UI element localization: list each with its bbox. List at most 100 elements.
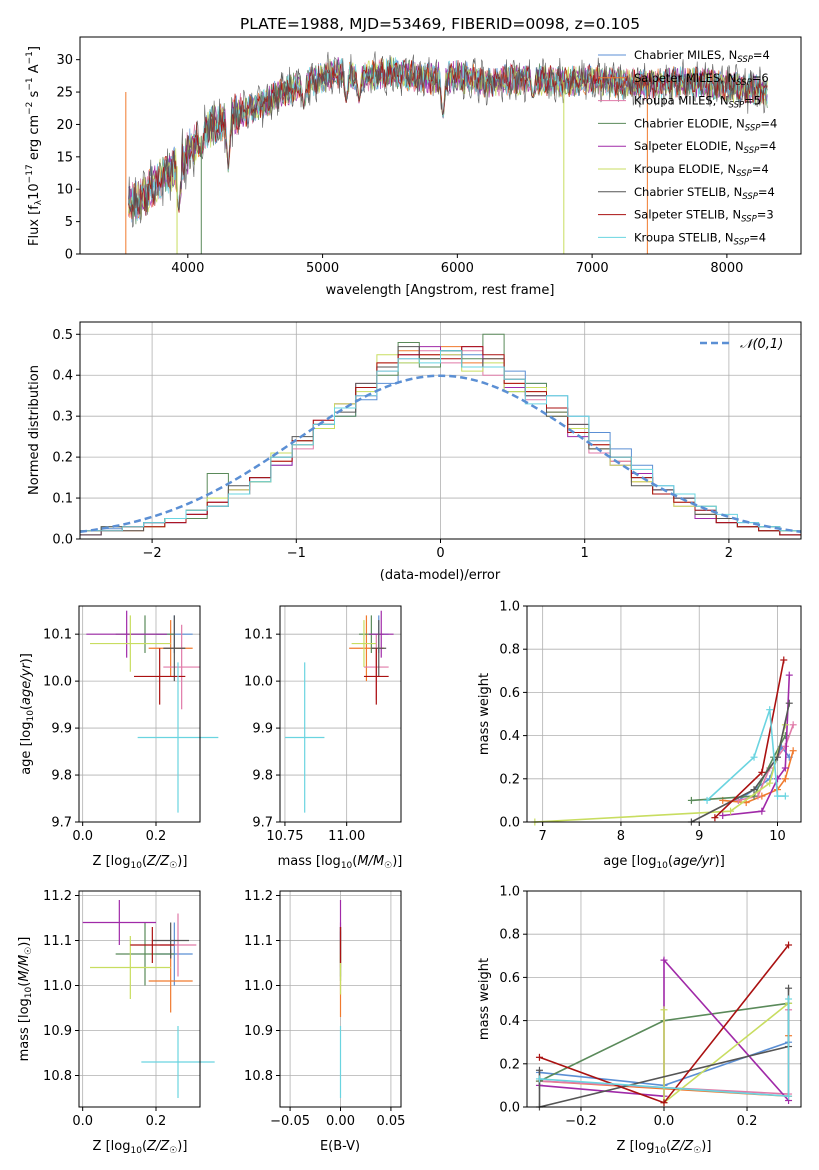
x-tick-label: 0.2 <box>737 1114 758 1129</box>
y-tick-label: 10.1 <box>244 628 273 643</box>
y-tick-label: 20 <box>56 118 73 133</box>
y-tick-label: 0.3 <box>52 410 73 425</box>
legend-label: Salpeter MILES, NSSP=6 <box>634 71 769 88</box>
y-tick-label: 0.8 <box>499 643 520 658</box>
y-tick-label: 10 <box>56 183 73 198</box>
x-tick-label: −1 <box>287 546 306 561</box>
y-tick-label: 0.4 <box>52 369 73 384</box>
age-vs-mass-panel: 10.75 11.00 9.7 9.8 9.9 10.0 10.1 mass [log10(… <box>244 605 403 871</box>
x-tick-label: 0 <box>436 546 444 561</box>
y-tick-label: 0.2 <box>499 772 520 787</box>
y-tick-label: 10.8 <box>43 1069 72 1084</box>
residual-histogram-panel: −2 −1 0 1 2 0.0 0.1 0.2 0.3 0.4 0.5 𝒩(0,1) (data-m… <box>27 321 802 583</box>
y-tick-label: 9.7 <box>252 816 273 831</box>
histogram-xlabel: (data-model)/error <box>380 568 501 583</box>
y-tick-label: 10.0 <box>244 675 273 690</box>
y-tick-label: 0.0 <box>52 533 73 548</box>
y-tick-label: 11.1 <box>43 934 72 949</box>
spectrum-line <box>128 57 768 221</box>
age-vs-z-xlabel: Z [log10(Z/Z☉)] <box>93 854 188 871</box>
x-tick-label: −0.05 <box>270 1114 310 1129</box>
y-tick-label: 1.0 <box>499 600 520 615</box>
age-vs-mass-xlabel: mass [log10(M/M☉)] <box>278 854 403 871</box>
y-tick-label: 0.0 <box>499 1101 520 1116</box>
y-tick-label: 11.1 <box>244 934 273 949</box>
spectrum-line <box>128 59 768 220</box>
legend-label: Kroupa STELIB, NSSP=4 <box>634 230 766 247</box>
x-tick-label: 5000 <box>306 261 339 276</box>
x-tick-label: 0.0 <box>72 1114 93 1129</box>
y-tick-label: 11.2 <box>43 889 72 904</box>
y-tick-label: 10.9 <box>43 1024 72 1039</box>
normal-curve <box>79 374 802 534</box>
y-tick-label: 10.0 <box>43 675 72 690</box>
y-tick-label: 0.4 <box>499 1014 520 1029</box>
spectrum-xlabel: wavelength [Angstrom, rest frame] <box>326 283 555 298</box>
y-tick-label: 0.0 <box>499 816 520 831</box>
legend-label: Salpeter STELIB, NSSP=3 <box>634 208 774 225</box>
y-tick-label: 0.6 <box>499 686 520 701</box>
legend-label: Chabrier STELIB, NSSP=4 <box>634 185 775 202</box>
weight-line <box>714 659 785 819</box>
y-tick-label: 1.0 <box>499 885 520 900</box>
y-tick-label: 0.5 <box>52 328 73 343</box>
mass-vs-z-ylabel: mass [log10(M/M☉)] <box>17 937 34 1062</box>
y-tick-label: 0.6 <box>499 971 520 986</box>
y-tick-label: 11.2 <box>244 889 273 904</box>
legend-label: Salpeter ELODIE, NSSP=4 <box>634 139 776 156</box>
x-tick-label: −0.2 <box>565 1114 597 1129</box>
x-tick-label: 4000 <box>171 261 204 276</box>
y-tick-label: 5 <box>65 215 73 230</box>
x-tick-label: 1 <box>581 546 589 561</box>
figure-title: PLATE=1988, MJD=53469, FIBERID=0098, z=0… <box>240 15 640 33</box>
mass-vs-z-xlabel: Z [log10(Z/Z☉)] <box>93 1139 188 1156</box>
x-tick-label: 0.00 <box>326 1114 355 1129</box>
x-tick-label: 6000 <box>441 261 474 276</box>
normal-curve-legend-label: 𝒩(0,1) <box>740 337 783 352</box>
histogram-ylabel: Normed distribution <box>27 365 42 495</box>
age-vs-metallicity-panel: 0.0 0.29.79.89.910.010.1 Z [log10(Z/Z☉)] … <box>19 605 219 871</box>
legend-label: Chabrier MILES, NSSP=4 <box>634 48 770 65</box>
mass-vs-extinction-panel: −0.05 0.00 0.05 10.8 10.9 11.0 11.1 11.2 E(B-V) <box>244 889 405 1154</box>
weight-vs-z-ylabel: mass weight <box>477 958 492 1040</box>
x-tick-label: 11.00 <box>328 829 365 844</box>
age-vs-z-ylabel: age [log10(age/yr)] <box>19 653 36 775</box>
x-tick-label: 7 <box>539 829 547 844</box>
y-tick-label: 9.9 <box>252 722 273 737</box>
x-tick-label: −2 <box>143 546 162 561</box>
y-tick-label: 0 <box>65 248 73 263</box>
x-tick-label: 10 <box>769 829 786 844</box>
y-tick-label: 9.7 <box>51 816 72 831</box>
y-tick-label: 0.1 <box>52 492 73 507</box>
y-tick-label: 10.8 <box>244 1069 273 1084</box>
weight-vs-metallicity-panel: −0.2 0.0 0.2 0.0 0.2 0.4 0.6 0.8 1.0 Z [log10(Z/… <box>477 885 802 1156</box>
spectrum-panel: 4000 5000 6000 7000 8000 0 5 10 15 20 25 30 Chabrie… <box>25 36 802 298</box>
x-tick-label: 8 <box>617 829 625 844</box>
histogram-step <box>79 350 802 539</box>
legend-label: Kroupa ELODIE, NSSP=4 <box>634 162 769 179</box>
spectrum-line <box>128 51 768 228</box>
y-tick-label: 9.9 <box>51 722 72 737</box>
y-tick-label: 25 <box>56 86 73 101</box>
y-tick-label: 0.2 <box>499 1057 520 1072</box>
spectrum-legend: Chabrier MILES, NSSP=4 Salpeter MILES, NS… <box>598 48 777 247</box>
weight-vs-age-ylabel: mass weight <box>477 673 492 755</box>
weight-vs-age-xlabel: age [log10(age/yr)] <box>603 854 725 871</box>
y-tick-label: 11.0 <box>43 979 72 994</box>
legend-label: Chabrier ELODIE, NSSP=4 <box>634 116 777 133</box>
y-tick-label: 9.8 <box>51 769 72 784</box>
x-tick-label: 0.0 <box>654 1114 675 1129</box>
x-tick-label: 2 <box>725 546 733 561</box>
weight-line <box>534 724 787 823</box>
weight-vs-z-xlabel: Z [log10(Z/Z☉)] <box>617 1139 712 1156</box>
y-tick-label: 15 <box>56 150 73 165</box>
spectrum-ylabel: Flux [fλ10−17 erg cm−2 s−1 A−1] <box>25 46 44 246</box>
weight-vs-age-panel: 7 8 9 10 0.0 0.2 0.4 0.6 0.8 1.0 age [log10(age/y… <box>477 600 802 871</box>
y-tick-label: 0.4 <box>499 729 520 744</box>
y-tick-label: 0.2 <box>52 451 73 466</box>
x-tick-label: 0.0 <box>72 829 93 844</box>
y-tick-label: 9.8 <box>252 769 273 784</box>
mass-vs-metallicity-panel: 0.0 0.2 10.8 10.9 11.0 11.1 11.2 Z [log10(Z/Z☉… <box>17 889 215 1156</box>
x-tick-label: 7000 <box>576 261 609 276</box>
